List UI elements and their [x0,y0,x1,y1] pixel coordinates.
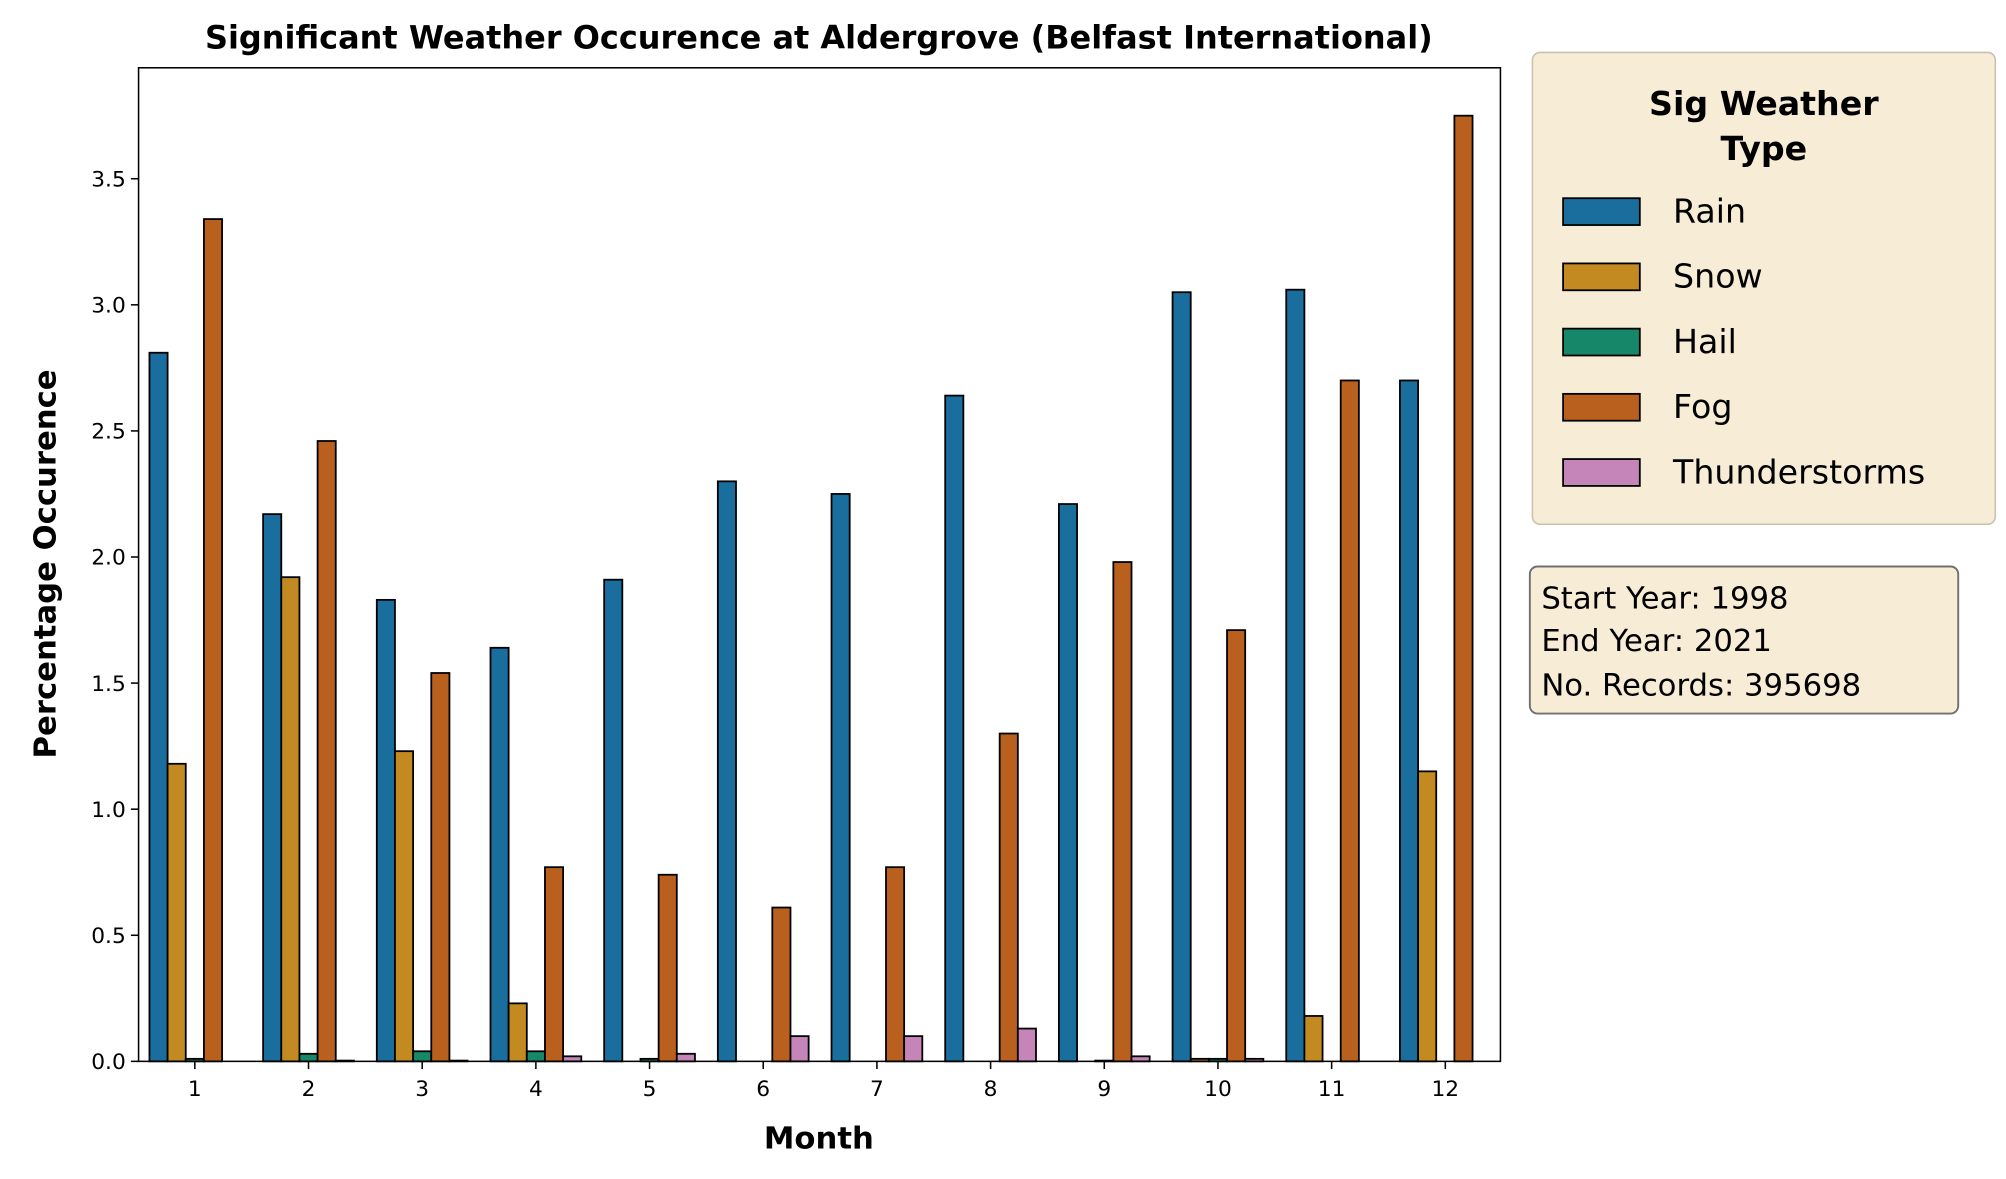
bar-fog-month-2 [316,440,337,1063]
y-tick-label: 3.5 [91,167,126,192]
bar-snow-month-11 [1303,1015,1324,1063]
x-tick-label: 8 [984,1077,998,1102]
bar-thunderstorms-month-6 [789,1035,810,1063]
bar-rain-month-12 [1399,379,1419,1063]
bar-fog-month-3 [430,672,451,1063]
bar-thunderstorms-month-5 [675,1052,696,1063]
info-box-frame [1528,565,1960,715]
bar-fog-month-7 [885,866,906,1063]
y-tick-label: 1.0 [91,798,126,823]
legend-title-line2: Type [1720,129,1807,168]
x-tick-label: 12 [1431,1077,1459,1102]
bar-fog-month-6 [771,906,792,1063]
legend-label-rain: Rain [1673,192,1746,231]
x-tick-label: 9 [1097,1077,1111,1102]
bar-fog-month-11 [1339,379,1360,1063]
legend-swatch-snow [1562,262,1641,292]
x-axis-label: Month [764,1121,874,1156]
legend-box [1531,51,1997,526]
legend-label-thunderstorms: Thunderstorms [1672,452,1925,491]
bar-rain-month-6 [716,480,737,1063]
bar-snow-month-4 [507,1002,528,1063]
y-tick-label: 2.5 [91,420,126,445]
x-tick-label: 4 [529,1077,543,1102]
info-start-year: Start Year: 1998 [1541,582,1788,617]
bar-snow-month-12 [1417,770,1438,1063]
bar-fog-month-4 [544,866,565,1063]
y-axis-label: Percentage Occurence [28,369,63,758]
x-tick-label: 10 [1204,1077,1232,1102]
bar-rain-month-1 [148,351,169,1063]
bar-fog-month-9 [1112,561,1133,1063]
chart-title: Significant Weather Occurence at Aldergr… [205,19,1433,57]
bar-fog-month-5 [657,873,678,1063]
bar-rain-month-4 [489,646,510,1063]
legend-label-fog: Fog [1673,387,1732,426]
y-tick-label: 0.5 [91,924,126,949]
legend-swatch-thunderstorms [1562,458,1641,487]
y-tick-label: 3.0 [91,293,126,318]
axes-frame [137,67,1502,1063]
x-tick-label: 5 [643,1077,657,1102]
bar-rain-month-11 [1285,288,1306,1063]
y-tick-label: 1.5 [91,672,126,697]
bar-rain-month-10 [1171,291,1192,1063]
bar-rain-month-7 [830,493,851,1063]
bar-fog-month-1 [203,218,223,1063]
info-end-year: End Year: 2021 [1541,624,1772,659]
info-num-records: No. Records: 395698 [1541,669,1861,704]
bar-rain-month-2 [262,513,283,1063]
x-tick-label: 11 [1318,1077,1346,1102]
legend-swatch-hail [1562,327,1641,357]
x-tick-label: 7 [870,1077,884,1102]
legend-title-line1: Sig Weather [1649,84,1879,123]
bar-snow-month-2 [280,576,301,1063]
bar-rain-month-9 [1057,503,1078,1063]
bar-hail-month-2 [298,1052,319,1063]
x-tick-label: 1 [188,1077,202,1102]
bar-rain-month-3 [375,598,396,1063]
x-tick-label: 3 [415,1077,429,1102]
plot-area: 1 2 3 4 5 6 7 8 9 10 11 120.00.51.01.52.02.53.03.5 [91,114,1474,1102]
x-tick-label: 6 [756,1077,770,1102]
y-tick-label: 0.0 [91,1050,126,1075]
legend-label-hail: Hail [1673,322,1737,361]
bar-rain-month-8 [944,394,965,1063]
bar-hail-month-3 [412,1050,433,1063]
legend-swatch-fog [1562,392,1641,422]
y-tick-label: 2.0 [91,546,126,571]
bar-fog-month-12 [1453,114,1474,1063]
bar-snow-month-3 [394,750,415,1063]
bar-fog-month-10 [1226,629,1247,1063]
bar-fog-month-8 [998,732,1019,1063]
bar-rain-month-5 [603,578,624,1063]
info-box: Start Year: 1998 End Year: 2021 No. Reco… [1528,565,1960,715]
legend-label-snow: Snow [1673,257,1763,296]
legend: Sig Weather Type Rain Snow Hail Fog Thunders… [1531,51,1997,526]
bar-hail-month-4 [525,1050,546,1063]
x-tick-label: 2 [302,1077,316,1102]
bar-thunderstorms-month-8 [1016,1027,1037,1063]
bar-thunderstorms-month-7 [903,1035,924,1063]
legend-swatch-rain [1562,197,1641,226]
bar-snow-month-1 [166,762,187,1063]
